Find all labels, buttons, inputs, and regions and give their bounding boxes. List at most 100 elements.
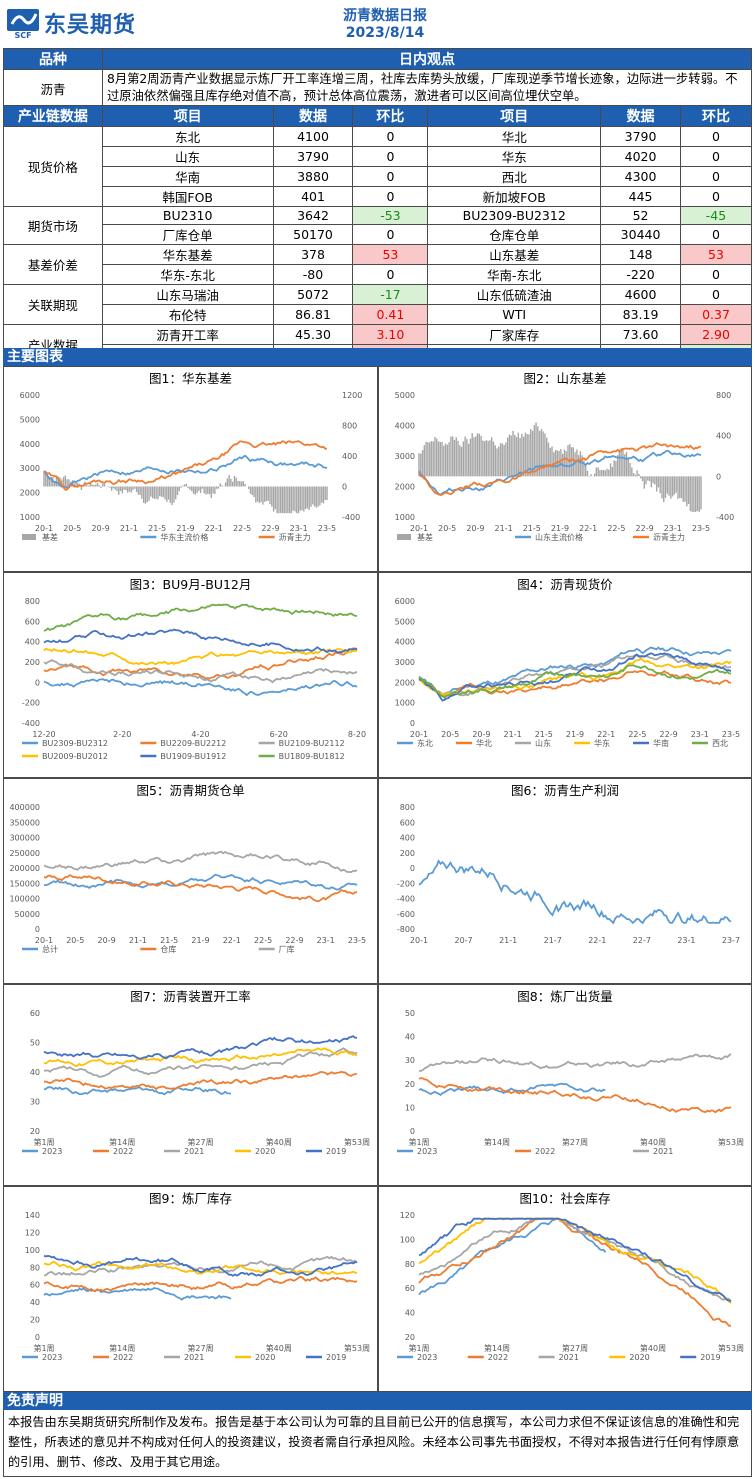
table-cell: 0	[680, 224, 752, 246]
table-header-cell: 产业链数据	[3, 105, 103, 127]
y2-tick-label: 800	[716, 391, 731, 400]
table-cell: 53	[352, 244, 429, 266]
series-line	[418, 1217, 732, 1327]
company-logo: SCF 东吴期货	[6, 6, 136, 40]
x-tick-label: 20-1	[35, 524, 53, 533]
x-tick-label: 23-5	[722, 730, 740, 739]
table-cell: -80	[272, 264, 354, 286]
legend-label: BU1909-BU1912	[160, 752, 226, 761]
legend-label: 华东	[594, 738, 610, 748]
y2-tick-label: 0	[716, 472, 721, 481]
legend-label: 2020	[255, 1353, 275, 1362]
series-line	[418, 664, 732, 699]
table-cell: 86.81	[272, 304, 354, 326]
legend-label: 基差	[417, 532, 433, 542]
x-tick-label: 20-1	[35, 936, 53, 945]
x-tick-label: 21-9	[176, 524, 194, 533]
group-label: 基差价差	[3, 244, 103, 286]
x-tick-label: 21-5	[160, 936, 178, 945]
table-cell: 0	[352, 166, 429, 187]
table-cell: -45	[680, 205, 752, 226]
y-tick-label: 400000	[9, 803, 40, 812]
y2-tick-label: 400	[716, 432, 731, 441]
y-tick-label: 200000	[9, 864, 40, 873]
chart-panel: 图7：沥青装置开工率 20 30 40 50 60 第1周 第14周 第27周 第40周 第53周 2…	[3, 984, 378, 1186]
x-tick-label: 23-1	[290, 524, 308, 533]
chart-title: 图2：山东基差	[523, 371, 607, 386]
x-tick-label: 21-5	[148, 524, 166, 533]
y-tick-label: 0	[35, 925, 40, 934]
x-tick-label: 22-9	[261, 524, 279, 533]
table-header-cell: 数据	[600, 105, 682, 127]
table-cell: 韩国FOB	[101, 186, 274, 207]
legend-label: 2020	[629, 1353, 649, 1362]
x-tick-label: 第1周	[33, 1343, 54, 1353]
y-tick-label: 200	[25, 658, 40, 667]
group-label: 现货价格	[3, 126, 103, 207]
y-tick-label: 0	[410, 1127, 415, 1136]
table-cell: 445	[600, 186, 682, 207]
chart-title: 图8：炼厂出货量	[517, 989, 613, 1004]
y-tick-label: 4000	[20, 440, 40, 449]
series-line	[43, 1260, 358, 1276]
x-tick-label: 22-5	[628, 730, 646, 739]
series-line	[43, 874, 358, 903]
legend-label: BU2309-BU2312	[42, 739, 108, 748]
series-line	[43, 647, 358, 666]
chart-svg: -800 -600 -400 -200 0 200 400 600 800 20-1 20-7 21-…	[397, 803, 740, 945]
legend-label: 2023	[42, 1147, 62, 1156]
x-tick-label: 12-20	[32, 730, 55, 739]
table-cell: -17	[352, 284, 429, 306]
series-line	[43, 440, 328, 491]
x-tick-label: 21-9	[191, 936, 209, 945]
x-tick-label: 6-20	[270, 730, 288, 739]
y2-tick-label: 0	[342, 483, 347, 492]
y-tick-label: 2000	[395, 483, 415, 492]
y-tick-label: 60	[405, 1284, 415, 1293]
series-line	[418, 653, 732, 697]
view-variety: 沥青	[3, 69, 103, 107]
x-tick-label: 第40周	[266, 1343, 292, 1353]
x-tick-label: 第53周	[718, 1343, 744, 1353]
y-tick-label: 5000	[395, 617, 415, 626]
table-cell: 仓库仓单	[427, 224, 602, 246]
table-cell: 布伦特	[101, 304, 274, 326]
series-line	[43, 1287, 232, 1301]
table-row: 华南 3880 0 西北 4300 0	[4, 166, 752, 187]
x-tick-label: 2-20	[113, 730, 131, 739]
y-tick-label: 600	[25, 617, 40, 626]
table-header-cell: 数据	[272, 105, 354, 127]
legend-label: 2019	[326, 1147, 346, 1156]
x-tick-label: 23-5	[348, 936, 366, 945]
table-row: 山东 3790 0 华东 4020 0	[4, 146, 752, 167]
svg-text:SCF: SCF	[14, 31, 31, 40]
legend-label: 2023	[42, 1353, 62, 1362]
y-tick-label: 60	[30, 1281, 40, 1290]
x-tick-label: 20-1	[410, 936, 428, 945]
x-tick-label: 23-7	[722, 936, 740, 945]
table-cell: 0	[680, 166, 752, 187]
x-tick-label: 22-5	[607, 524, 625, 533]
legend-swatch	[22, 534, 36, 540]
y-tick-label: 1000	[20, 513, 40, 522]
x-tick-label: 第53周	[344, 1343, 370, 1353]
y-tick-label: 4000	[395, 422, 415, 431]
table-cell: 2.90	[680, 324, 752, 346]
table-cell: 厂家库存	[427, 324, 602, 346]
table-cell: 0.37	[680, 304, 752, 326]
x-tick-label: 22-7	[633, 936, 651, 945]
y-tick-label: 50	[405, 1009, 415, 1018]
table-cell: 148	[600, 244, 682, 266]
series-line	[43, 1255, 358, 1277]
chart-svg: 0 10 20 30 40 50 第1周 第14周 第27周 第40周 第53周 2023 2022 20…	[397, 1009, 744, 1156]
table-row: 基差价差 华东基差 378 53 山东基差 148 53	[3, 244, 752, 286]
y-tick-label: 3000	[395, 452, 415, 461]
table-cell: 0	[352, 224, 429, 246]
x-tick-label: 21-5	[535, 730, 553, 739]
legend-label: 2020	[255, 1147, 275, 1156]
table-cell: 45.30	[272, 324, 354, 346]
table-cell: -53	[352, 205, 429, 226]
series-line	[418, 1053, 732, 1072]
series-line	[418, 859, 732, 925]
table-cell: 53	[680, 244, 752, 266]
